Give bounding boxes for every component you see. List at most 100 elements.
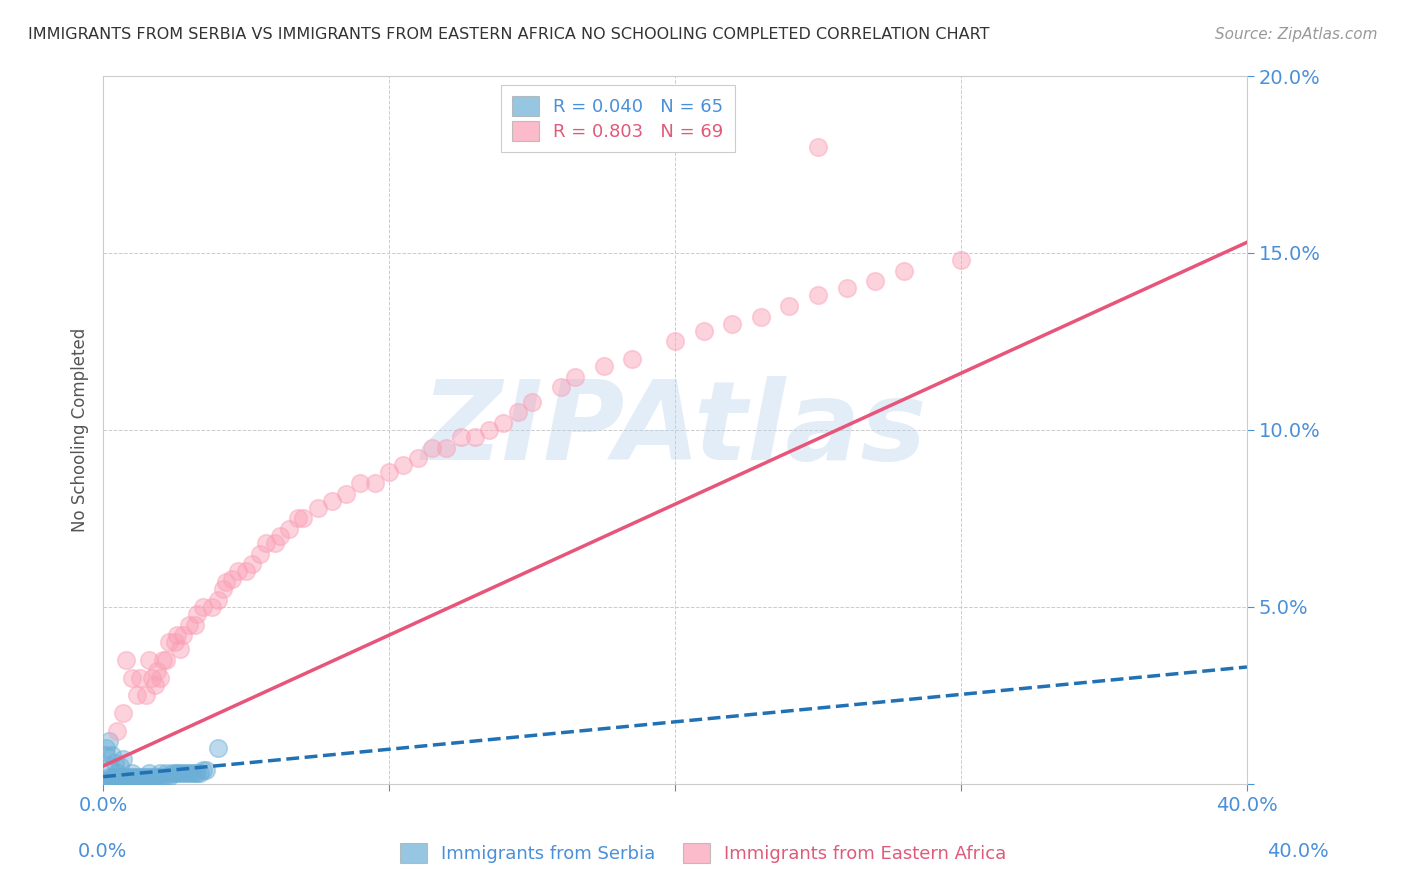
Point <box>138 766 160 780</box>
Point <box>97 734 120 748</box>
Point <box>115 770 138 784</box>
Point <box>269 529 291 543</box>
Point <box>235 565 257 579</box>
Point <box>254 536 277 550</box>
Point <box>100 770 122 784</box>
Point <box>186 607 208 621</box>
Point <box>157 635 180 649</box>
Point <box>115 653 138 667</box>
Point <box>183 617 205 632</box>
Point <box>177 766 200 780</box>
Point <box>121 773 143 788</box>
Point <box>249 547 271 561</box>
Point <box>215 575 238 590</box>
Point <box>97 759 120 773</box>
Point <box>807 288 830 302</box>
Point <box>107 723 129 738</box>
Point <box>127 688 149 702</box>
Point <box>149 770 172 784</box>
Point <box>550 380 572 394</box>
Point <box>186 766 208 780</box>
Point <box>97 770 120 784</box>
Point <box>135 773 157 788</box>
Point <box>121 770 143 784</box>
Point <box>692 324 714 338</box>
Point <box>132 770 155 784</box>
Point <box>107 773 129 788</box>
Point <box>163 635 186 649</box>
Point <box>160 766 183 780</box>
Point <box>287 511 309 525</box>
Point <box>349 475 371 490</box>
Point <box>149 671 172 685</box>
Point <box>129 671 152 685</box>
Point <box>124 773 146 788</box>
Point <box>127 773 149 788</box>
Text: 0.0%: 0.0% <box>77 842 127 862</box>
Point <box>278 522 301 536</box>
Point <box>107 770 129 784</box>
Text: ZIPAtlas: ZIPAtlas <box>422 376 928 483</box>
Point <box>141 770 163 784</box>
Point <box>240 558 263 572</box>
Point <box>94 741 117 756</box>
Point <box>749 310 772 324</box>
Point <box>226 565 249 579</box>
Point <box>115 773 138 788</box>
Point <box>721 317 744 331</box>
Point <box>100 748 122 763</box>
Point <box>195 763 218 777</box>
Point <box>207 741 229 756</box>
Point <box>180 766 202 780</box>
Point <box>321 493 343 508</box>
Point <box>378 466 401 480</box>
Point <box>177 617 200 632</box>
Text: IMMIGRANTS FROM SERBIA VS IMMIGRANTS FROM EASTERN AFRICA NO SCHOOLING COMPLETED : IMMIGRANTS FROM SERBIA VS IMMIGRANTS FRO… <box>28 27 990 42</box>
Point <box>143 770 166 784</box>
Point <box>835 281 858 295</box>
Point <box>97 773 120 788</box>
Point <box>143 678 166 692</box>
Point <box>163 766 186 780</box>
Point <box>146 664 169 678</box>
Point <box>110 759 132 773</box>
Point <box>166 766 188 780</box>
Point <box>110 773 132 788</box>
Point <box>152 653 174 667</box>
Text: 40.0%: 40.0% <box>1267 842 1329 862</box>
Point <box>592 359 614 374</box>
Point <box>100 773 122 788</box>
Point <box>263 536 285 550</box>
Point <box>169 766 191 780</box>
Point <box>146 770 169 784</box>
Point <box>135 688 157 702</box>
Point <box>103 773 125 788</box>
Point <box>450 430 472 444</box>
Point <box>778 299 800 313</box>
Point <box>107 766 129 780</box>
Point <box>138 770 160 784</box>
Legend: Immigrants from Serbia, Immigrants from Eastern Africa: Immigrants from Serbia, Immigrants from … <box>389 832 1017 874</box>
Point <box>863 274 886 288</box>
Y-axis label: No Schooling Completed: No Schooling Completed <box>72 327 89 532</box>
Point <box>506 405 529 419</box>
Point <box>364 475 387 490</box>
Point <box>478 423 501 437</box>
Point <box>152 770 174 784</box>
Point <box>118 773 141 788</box>
Point <box>492 416 515 430</box>
Point <box>94 748 117 763</box>
Point <box>107 773 129 788</box>
Point <box>110 773 132 788</box>
Point <box>434 441 457 455</box>
Point <box>129 770 152 784</box>
Point <box>893 263 915 277</box>
Point <box>135 770 157 784</box>
Point <box>121 766 143 780</box>
Point <box>121 671 143 685</box>
Point <box>406 451 429 466</box>
Point <box>193 599 215 614</box>
Point <box>172 766 194 780</box>
Point <box>112 752 135 766</box>
Text: Source: ZipAtlas.com: Source: ZipAtlas.com <box>1215 27 1378 42</box>
